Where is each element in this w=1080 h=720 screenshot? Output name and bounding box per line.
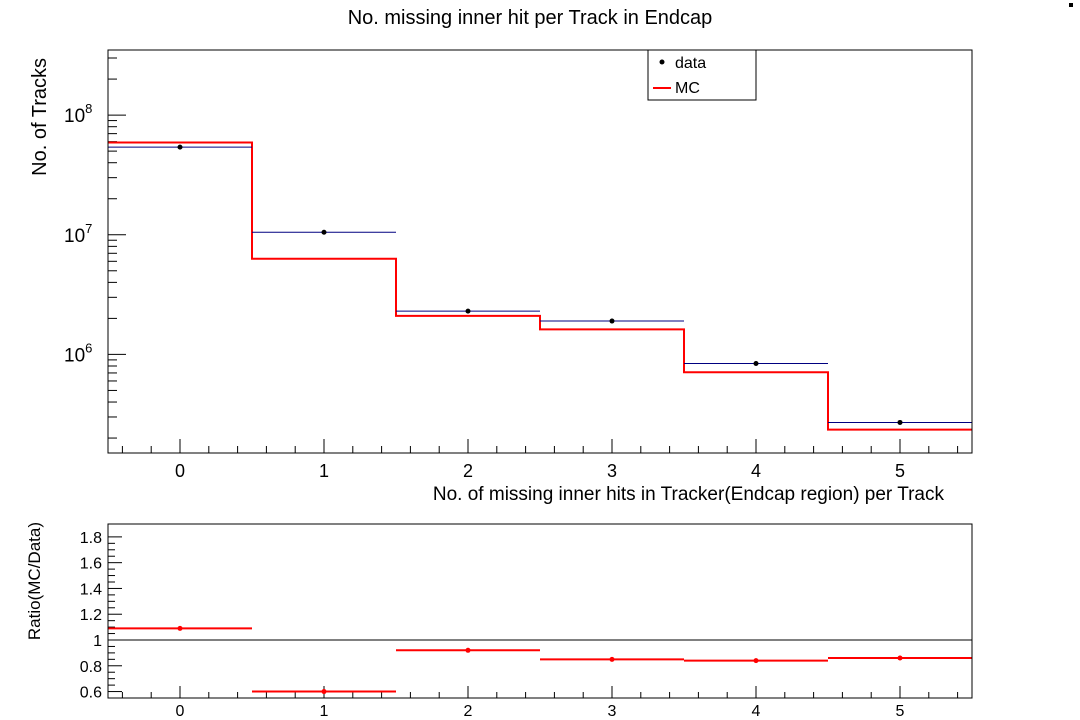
ratio-point	[177, 625, 183, 631]
x-tick-label: 4	[751, 461, 761, 481]
chart-title: No. missing inner hit per Track in Endca…	[348, 7, 713, 29]
ratio-point	[321, 689, 327, 695]
legend[interactable]: data MC	[647, 49, 757, 101]
ratio-x-tick-label: 1	[320, 703, 329, 720]
ratio-x-tick-label: 5	[896, 703, 905, 720]
data-point	[609, 318, 615, 324]
ratio-plot-area: 0 1 2 3 4 5 0.6 0.8 1 1.2 1.4 1.6 1.8	[80, 530, 972, 720]
legend-entry-data: data	[675, 55, 706, 72]
mc-histogram-line	[108, 141, 972, 431]
ratio-y-tick-label: 1.8	[80, 530, 102, 547]
ratio-x-tick-label: 3	[608, 703, 617, 720]
ratio-y-axis-label: Ratio(MC/Data)	[25, 522, 44, 640]
corner-marker	[1069, 3, 1073, 7]
ratio-plot-frame	[107, 523, 973, 699]
legend-entry-mc: MC	[675, 80, 700, 97]
ratio-x-tick-label: 0	[176, 703, 185, 720]
ratio-y-tick-label: 1.4	[80, 581, 102, 598]
data-point	[321, 229, 327, 235]
x-tick-label: 5	[895, 461, 905, 481]
main-plot-area: 0 1 2 3 4 5 106 107 108	[64, 57, 972, 481]
legend-data-marker	[659, 59, 665, 65]
legend-box	[647, 49, 757, 101]
y-tick-label: 108	[64, 101, 92, 127]
ratio-y-tick-label: 1.6	[80, 556, 102, 573]
ratio-y-tick-label: 0.8	[80, 659, 102, 676]
x-axis-label: No. of missing inner hits in Tracker(End…	[433, 484, 945, 505]
y-tick-label: 107	[64, 221, 92, 247]
ratio-y-tick-label: 1.2	[80, 607, 102, 624]
main-panel: No. missing inner hit per Track in Endca…	[29, 7, 973, 505]
x-tick-label: 0	[175, 461, 185, 481]
y-axis-label: No. of Tracks	[29, 58, 51, 176]
x-tick-label: 3	[607, 461, 617, 481]
x-tick-label: 2	[463, 461, 473, 481]
data-point	[897, 419, 903, 425]
ratio-point	[465, 647, 471, 653]
data-point	[465, 308, 471, 314]
data-point	[753, 360, 759, 366]
ratio-y-tick-label: 1	[93, 633, 102, 650]
ratio-y-tick-label: 0.6	[80, 685, 102, 702]
ratio-point	[753, 658, 759, 664]
main-plot-frame	[107, 49, 973, 454]
ratio-point	[897, 655, 903, 661]
ratio-x-tick-label: 2	[464, 703, 473, 720]
ratio-x-tick-label: 4	[752, 703, 761, 720]
ratio-panel: 0 1 2 3 4 5 0.6 0.8 1 1.2 1.4 1.6 1.8 Ratio(MC/Data)	[25, 522, 973, 720]
x-tick-label: 1	[319, 461, 329, 481]
ratio-point	[609, 656, 615, 662]
y-tick-label: 106	[64, 340, 92, 366]
data-point	[177, 144, 183, 150]
